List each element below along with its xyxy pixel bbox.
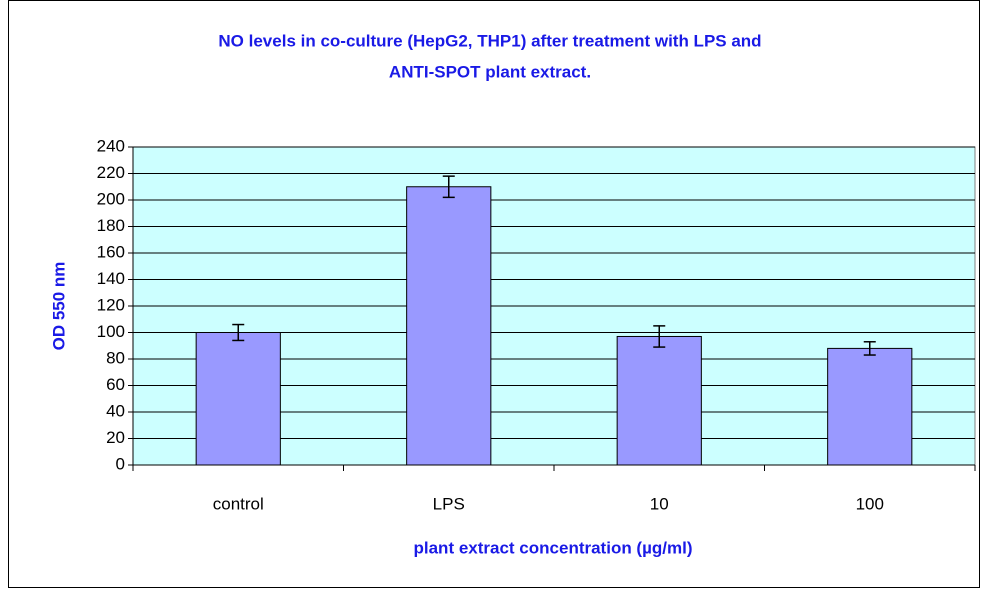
y-tick-label: 180 xyxy=(97,216,125,235)
bar xyxy=(406,186,492,466)
y-tick-label: 20 xyxy=(106,428,125,447)
bar xyxy=(195,332,281,466)
x-axis-title: plant extract concentration (µg/ml) xyxy=(414,538,693,557)
y-tick-label: 200 xyxy=(97,189,125,208)
y-tick-label: 220 xyxy=(97,163,125,182)
y-tick-label: 0 xyxy=(116,454,125,473)
y-tick-label: 120 xyxy=(97,295,125,314)
y-tick-label: 160 xyxy=(97,242,125,261)
x-tick-label: control xyxy=(213,494,264,513)
y-tick-label: 80 xyxy=(106,348,125,367)
x-tick-label: 100 xyxy=(856,494,884,513)
bar xyxy=(616,335,702,466)
bar xyxy=(827,347,913,466)
y-tick-label: 40 xyxy=(106,401,125,420)
y-tick-label: 100 xyxy=(97,322,125,341)
chart-title: NO levels in co-culture (HepG2, THP1) af… xyxy=(218,31,761,50)
x-tick-label: LPS xyxy=(433,494,465,513)
error-bar xyxy=(863,341,876,356)
y-axis-title: OD 550 nm xyxy=(49,262,68,351)
error-bar xyxy=(653,325,666,348)
chart-title: ANTI-SPOT plant extract. xyxy=(389,62,591,81)
y-tick-label: 240 xyxy=(97,136,125,155)
x-tick-label: 10 xyxy=(650,494,669,513)
error-bar xyxy=(232,323,245,342)
y-tick-label: 60 xyxy=(106,375,125,394)
y-tick-label: 140 xyxy=(97,269,125,288)
error-bar xyxy=(442,175,455,199)
